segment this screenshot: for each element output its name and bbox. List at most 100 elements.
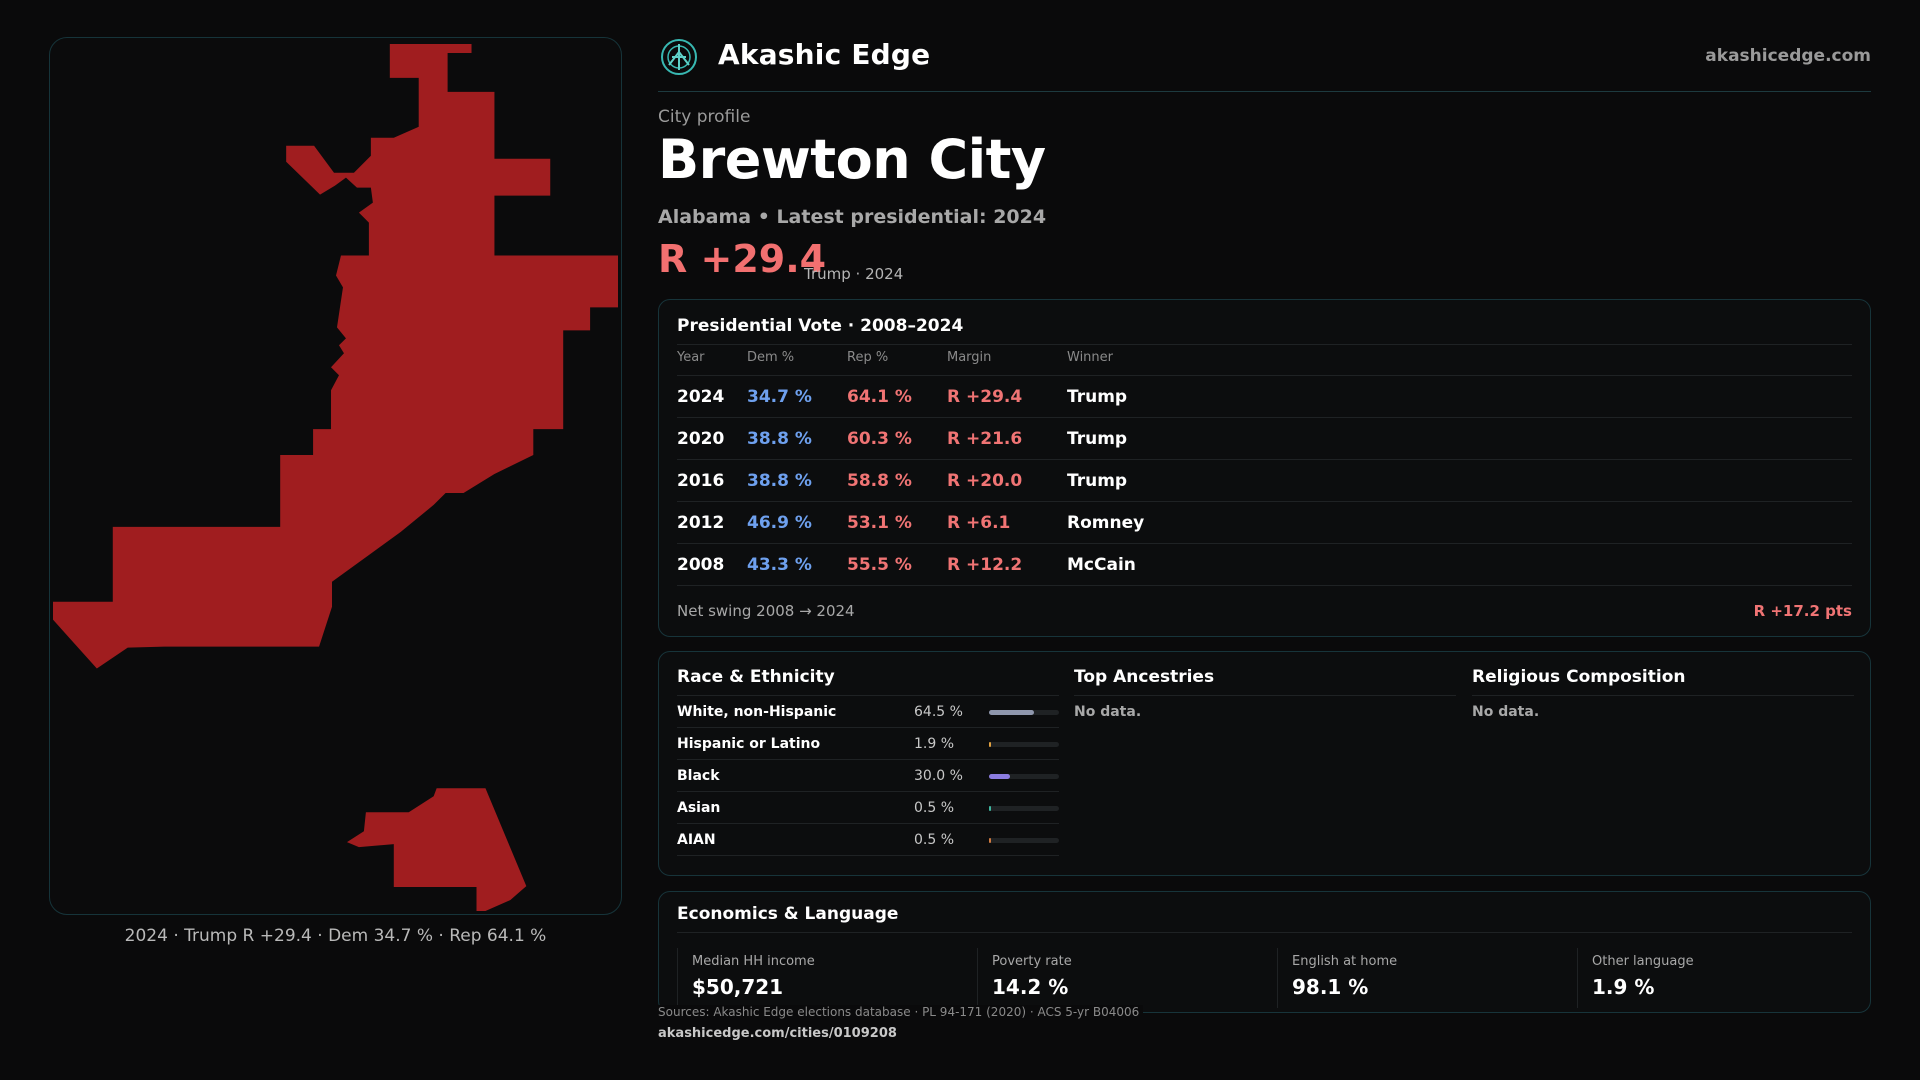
race-pct: 64.5 % bbox=[914, 704, 963, 720]
stat-value: 14.2 % bbox=[992, 975, 1069, 999]
economics-title: Economics & Language bbox=[677, 904, 899, 924]
table-row: 2016 38.8 % 58.8 % R +20.0 Trump bbox=[677, 460, 1852, 502]
divider bbox=[677, 344, 1852, 345]
row-year: 2012 bbox=[677, 513, 725, 533]
map-caption: 2024 · Trump R +29.4 · Dem 34.7 % · Rep … bbox=[124, 926, 547, 946]
race-bar-track bbox=[989, 806, 1059, 811]
row-margin: R +20.0 bbox=[947, 471, 1023, 491]
race-ethnicity-title: Race & Ethnicity bbox=[677, 667, 835, 687]
stat-other-language: Other language 1.9 % bbox=[1577, 948, 1862, 1008]
header-margin: Margin bbox=[947, 350, 992, 365]
row-winner: McCain bbox=[1067, 555, 1136, 575]
race-bar-fill bbox=[989, 742, 991, 747]
headline-margin: R +29.4 bbox=[658, 237, 827, 281]
economics-language-card: Economics & Language Median HH income $5… bbox=[658, 891, 1871, 1013]
divider bbox=[1074, 695, 1456, 696]
page-url-link[interactable]: akashicedge.com/cities/0109208 bbox=[658, 1026, 897, 1041]
top-ancestries-title: Top Ancestries bbox=[1074, 667, 1215, 687]
list-item: Asian 0.5 % bbox=[677, 792, 1059, 824]
religious-composition-section: Religious Composition No data. bbox=[1472, 667, 1854, 720]
row-dem: 34.7 % bbox=[747, 387, 812, 407]
row-dem: 38.8 % bbox=[747, 471, 812, 491]
table-row: 2008 43.3 % 55.5 % R +12.2 McCain bbox=[677, 544, 1852, 586]
stat-label: Other language bbox=[1592, 954, 1694, 969]
vote-table-header: Year Dem % Rep % Margin Winner bbox=[677, 350, 1852, 376]
row-margin: R +6.1 bbox=[947, 513, 1011, 533]
race-name: Asian bbox=[677, 800, 721, 816]
row-year: 2016 bbox=[677, 471, 725, 491]
divider bbox=[677, 695, 1059, 696]
row-year: 2020 bbox=[677, 429, 725, 449]
page-eyebrow: City profile bbox=[658, 107, 751, 127]
net-swing-value: R +17.2 pts bbox=[1753, 602, 1852, 620]
row-rep: 55.5 % bbox=[847, 555, 912, 575]
race-name: AIAN bbox=[677, 832, 716, 848]
row-rep: 60.3 % bbox=[847, 429, 912, 449]
city-map-panel[interactable] bbox=[49, 37, 622, 915]
race-bar-fill bbox=[989, 806, 991, 811]
akashic-edge-logo-icon bbox=[661, 39, 697, 75]
religion-empty-text: No data. bbox=[1472, 704, 1540, 720]
row-winner: Romney bbox=[1067, 513, 1145, 533]
row-winner: Trump bbox=[1067, 429, 1128, 449]
stat-label: English at home bbox=[1292, 954, 1398, 969]
race-pct: 0.5 % bbox=[914, 800, 955, 816]
row-margin: R +29.4 bbox=[947, 387, 1023, 407]
row-dem: 43.3 % bbox=[747, 555, 812, 575]
city-boundary-map bbox=[52, 43, 619, 912]
headline-margin-note: Trump · 2024 bbox=[804, 265, 904, 283]
city-boundary-annex bbox=[346, 788, 527, 912]
table-row: 2012 46.9 % 53.1 % R +6.1 Romney bbox=[677, 502, 1852, 544]
header-rep: Rep % bbox=[847, 350, 889, 365]
brand-header: Akashic Edge akashicedge.com bbox=[658, 32, 1871, 92]
header-winner: Winner bbox=[1067, 350, 1114, 365]
page-subtitle: Alabama • Latest presidential: 2024 bbox=[658, 206, 1047, 228]
stat-value: 1.9 % bbox=[1592, 975, 1655, 999]
row-margin: R +12.2 bbox=[947, 555, 1023, 575]
race-name: Black bbox=[677, 768, 720, 784]
race-pct: 30.0 % bbox=[914, 768, 963, 784]
demographics-card: Race & Ethnicity White, non-Hispanic 64.… bbox=[658, 651, 1871, 876]
row-rep: 64.1 % bbox=[847, 387, 912, 407]
table-row: 2024 34.7 % 64.1 % R +29.4 Trump bbox=[677, 376, 1852, 418]
race-bar-fill bbox=[989, 774, 1010, 779]
sources-note: Sources: Akashic Edge elections database… bbox=[658, 1005, 1144, 1019]
city-boundary-main bbox=[52, 43, 619, 669]
stat-median-income: Median HH income $50,721 bbox=[677, 948, 962, 1008]
race-bar-track bbox=[989, 742, 1059, 747]
row-winner: Trump bbox=[1067, 471, 1128, 491]
row-rep: 53.1 % bbox=[847, 513, 912, 533]
header-dem: Dem % bbox=[747, 350, 795, 365]
divider bbox=[677, 932, 1852, 933]
ancestries-empty-text: No data. bbox=[1074, 704, 1142, 720]
list-item: Black 30.0 % bbox=[677, 760, 1059, 792]
race-bar-fill bbox=[989, 710, 1034, 715]
race-bar-track bbox=[989, 838, 1059, 843]
row-rep: 58.8 % bbox=[847, 471, 912, 491]
stat-value: $50,721 bbox=[692, 975, 784, 999]
stat-label: Poverty rate bbox=[992, 954, 1072, 969]
divider bbox=[1472, 695, 1854, 696]
brand-url-link[interactable]: akashicedge.com bbox=[1705, 46, 1871, 66]
race-pct: 1.9 % bbox=[914, 736, 955, 752]
race-bar-track bbox=[989, 774, 1059, 779]
row-year: 2008 bbox=[677, 555, 725, 575]
race-ethnicity-section: Race & Ethnicity White, non-Hispanic 64.… bbox=[677, 667, 1059, 856]
table-row: 2020 38.8 % 60.3 % R +21.6 Trump bbox=[677, 418, 1852, 460]
brand-name: Akashic Edge bbox=[718, 38, 931, 71]
row-margin: R +21.6 bbox=[947, 429, 1023, 449]
row-year: 2024 bbox=[677, 387, 725, 407]
header-year: Year bbox=[677, 350, 705, 365]
race-name: White, non-Hispanic bbox=[677, 704, 837, 720]
stat-value: 98.1 % bbox=[1292, 975, 1369, 999]
list-item: White, non-Hispanic 64.5 % bbox=[677, 696, 1059, 728]
race-bar-track bbox=[989, 710, 1059, 715]
list-item: Hispanic or Latino 1.9 % bbox=[677, 728, 1059, 760]
row-winner: Trump bbox=[1067, 387, 1128, 407]
stat-english-at-home: English at home 98.1 % bbox=[1277, 948, 1562, 1008]
presidential-vote-card: Presidential Vote · 2008–2024 Year Dem %… bbox=[658, 299, 1871, 637]
race-name: Hispanic or Latino bbox=[677, 736, 821, 752]
row-dem: 46.9 % bbox=[747, 513, 812, 533]
race-bar-fill bbox=[989, 838, 991, 843]
row-dem: 38.8 % bbox=[747, 429, 812, 449]
